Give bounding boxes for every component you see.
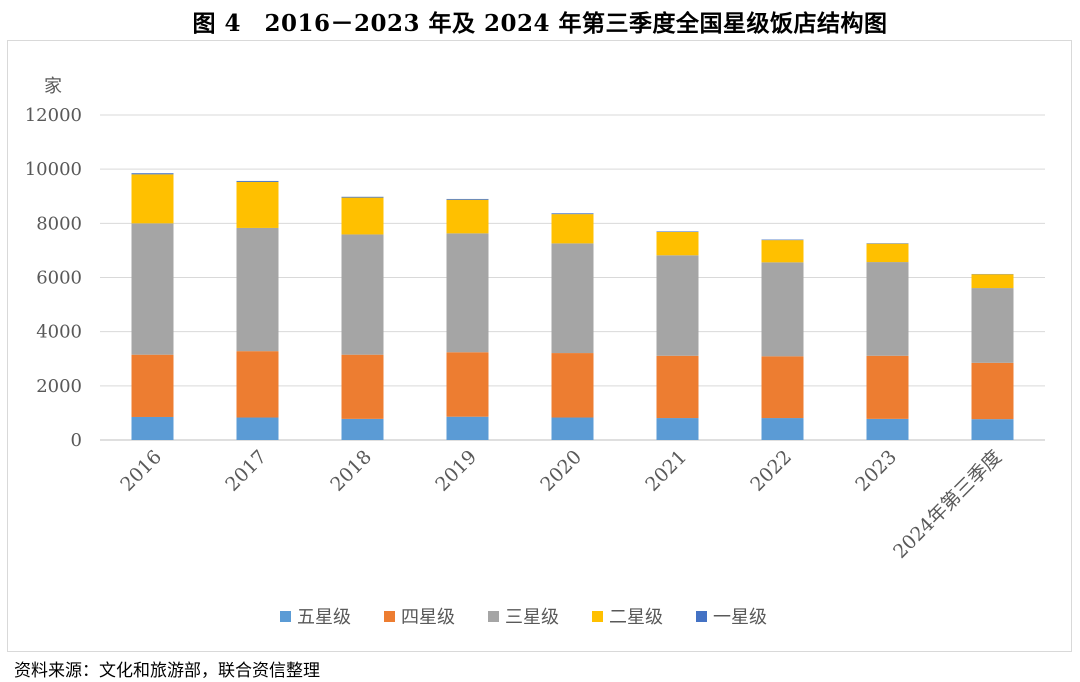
bar-segment [131, 174, 174, 224]
bar-segment [131, 416, 174, 440]
bar-segment [656, 232, 699, 256]
legend-label: 二星级 [609, 607, 663, 628]
x-tick-label: 2022 [746, 446, 796, 496]
x-tick-label: 2023 [851, 446, 901, 496]
bar-segment [866, 262, 909, 356]
bar-segment [971, 362, 1014, 420]
legend: 五星级 四星级 三星级 二星级 一星级 [280, 607, 767, 628]
chart-frame [7, 40, 1072, 652]
bar-segment [971, 419, 1014, 440]
legend-label: 一星级 [713, 607, 767, 628]
x-tick-label: 2021 [641, 446, 691, 496]
bar-segment [656, 418, 699, 440]
bar-segment [656, 355, 699, 419]
bar-segment [341, 196, 384, 198]
bar-segment [761, 356, 804, 419]
bar-segment [866, 418, 909, 440]
bar-segment [551, 417, 594, 440]
legend-swatch [280, 611, 291, 622]
bars [131, 173, 1014, 440]
bar-segment [446, 233, 489, 353]
bar-segment [236, 351, 279, 418]
bar-segment [761, 418, 804, 440]
bar-segment [656, 231, 699, 232]
y-tick-label: 8000 [36, 213, 82, 234]
legend-label: 五星级 [297, 607, 351, 628]
bar-segment [656, 255, 699, 356]
bar-segment [761, 240, 804, 263]
chart-title: 图 4 2016－2023 年及 2024 年第三季度全国星级饭店结构图 [192, 10, 888, 37]
bar-segment [236, 227, 279, 352]
bar-segment [236, 417, 279, 440]
x-axis: 2016 2017 2018 2019 2020 2021 2022 20232024年第三季… [116, 446, 1006, 563]
bar-segment [971, 288, 1014, 363]
legend-swatch [488, 611, 499, 622]
y-unit-label: 家 [44, 76, 62, 97]
legend-label: 三星级 [505, 607, 559, 628]
bar-segment [551, 243, 594, 354]
bar-segment [341, 418, 384, 440]
x-tick-label: 2018 [326, 446, 376, 496]
x-tick-label: 2020 [536, 446, 586, 496]
legend-swatch [592, 611, 603, 622]
legend-label: 四星级 [401, 607, 455, 628]
x-tick-label: 2016 [116, 446, 166, 496]
x-tick-label: 2017 [221, 446, 271, 496]
bar-segment [446, 199, 489, 234]
bar-segment [131, 354, 174, 417]
y-tick-label: 4000 [36, 322, 82, 343]
y-tick-label: 0 [71, 430, 82, 451]
y-tick-label: 2000 [36, 376, 82, 397]
bar-segment [341, 234, 384, 355]
legend-swatch [384, 611, 395, 622]
bar-segment [341, 197, 384, 235]
bar-segment [551, 213, 594, 215]
legend-swatch [696, 611, 707, 622]
bar-segment [341, 354, 384, 419]
bar-segment [131, 223, 174, 355]
y-tick-label: 10000 [25, 159, 82, 180]
y-tick-label: 12000 [25, 105, 82, 126]
bar-segment [446, 416, 489, 440]
x-tick-label: 2024年第三季度 [889, 446, 1006, 563]
y-axis: 0 2000 4000 6000 8000 10000 12000 [25, 105, 82, 451]
bar-segment [236, 180, 279, 182]
bar-segment [551, 214, 594, 244]
bar-segment [971, 274, 1014, 289]
x-tick-label: 2019 [431, 446, 481, 496]
bar-segment [761, 239, 804, 241]
bar-segment [236, 181, 279, 228]
bar-segment [446, 198, 489, 200]
bar-segment [551, 353, 594, 418]
bar-segment [866, 243, 909, 263]
bar-segment [761, 262, 804, 357]
y-tick-label: 6000 [36, 268, 82, 289]
bar-segment [131, 173, 174, 175]
bar-segment [446, 352, 489, 417]
bar-segment [866, 355, 909, 419]
source-note: 资料来源：文化和旅游部，联合资信整理 [14, 661, 320, 681]
